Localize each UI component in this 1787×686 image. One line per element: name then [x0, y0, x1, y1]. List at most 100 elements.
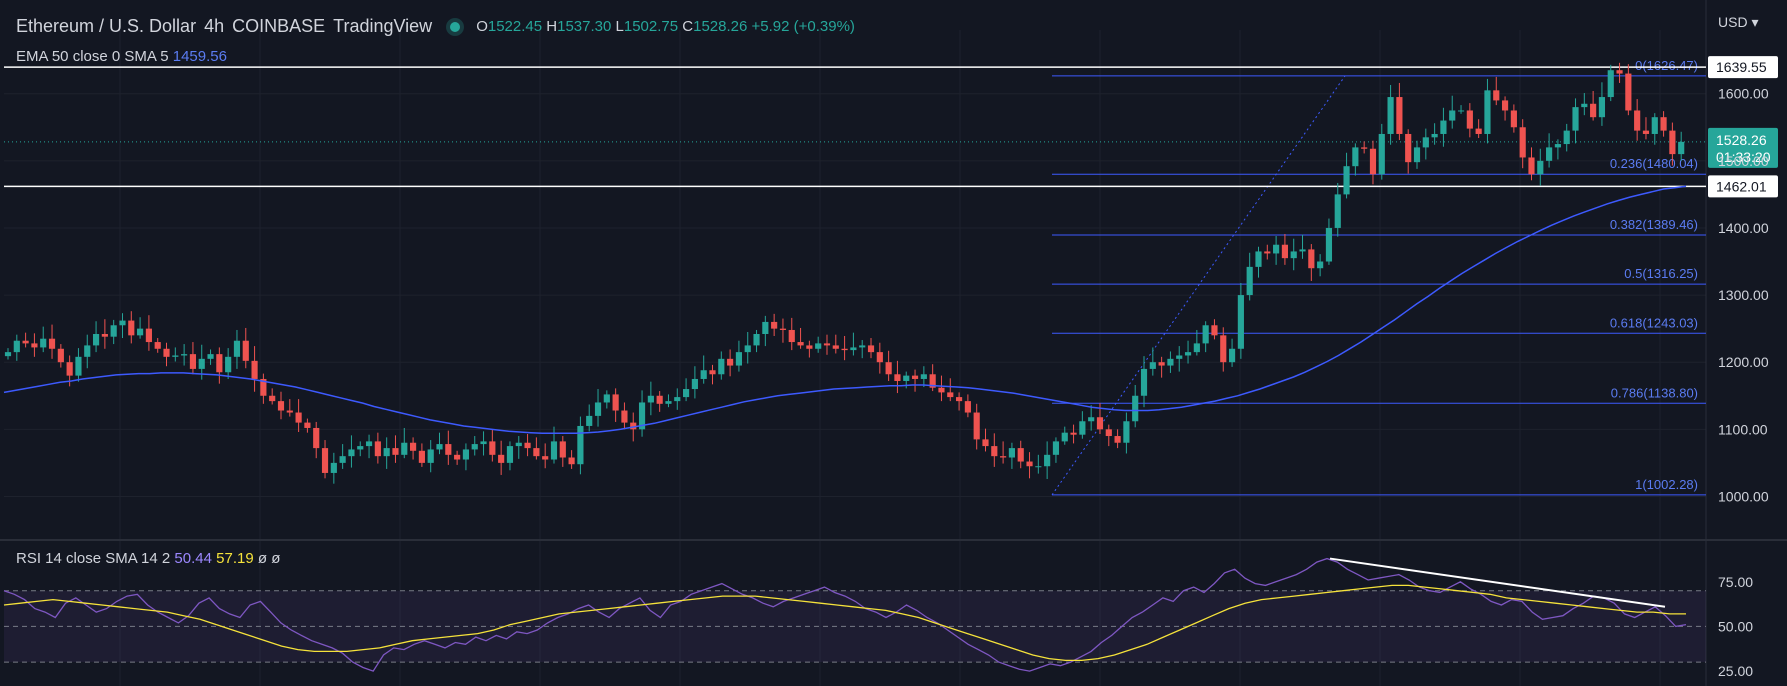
candle: [357, 446, 364, 450]
candle: [1000, 456, 1007, 458]
candle: [1334, 194, 1341, 228]
candle: [920, 374, 927, 379]
candle: [48, 338, 56, 349]
candle: [471, 444, 478, 450]
candle: [233, 340, 241, 357]
candle: [788, 329, 795, 343]
candle: [1352, 147, 1359, 167]
candle: [1044, 454, 1051, 467]
candle: [1299, 249, 1306, 252]
candle: [1651, 117, 1658, 134]
candle: [1255, 251, 1262, 267]
candle: [1167, 358, 1174, 366]
candle: [753, 334, 760, 346]
interval-label[interactable]: 4h: [204, 16, 225, 36]
candle: [674, 397, 681, 402]
candle: [410, 442, 417, 451]
symbol-name[interactable]: Ethereum / U.S. Dollar: [16, 16, 197, 36]
candle: [242, 340, 249, 361]
currency-selector[interactable]: USD ▾: [1718, 14, 1759, 30]
candle: [225, 356, 232, 373]
candle: [418, 450, 425, 463]
ema-legend[interactable]: EMA 50 close 0 SMA 5 1459.56: [16, 48, 227, 65]
candle: [779, 328, 787, 330]
candle: [1634, 110, 1641, 131]
price-tick-label: 1000.00: [1718, 488, 1769, 504]
candle: [1678, 141, 1685, 155]
candle: [392, 448, 399, 455]
candle: [841, 348, 848, 351]
candle: [1202, 325, 1209, 344]
candle: [1105, 429, 1112, 437]
candle: [101, 334, 108, 337]
market-status-icon[interactable]: [450, 21, 461, 32]
candle: [1598, 97, 1606, 118]
candle: [1140, 368, 1148, 396]
candle: [313, 427, 320, 449]
candle: [498, 454, 505, 463]
price-axis[interactable]: 1000.00 1100.00 1200.00 1300.00 1400.00 1500.…: [1718, 86, 1769, 505]
candle: [1413, 147, 1421, 163]
candle: [797, 342, 804, 346]
ohlc-values: O1522.45 H1537.30 L1502.75 C1528.26 +5.9…: [476, 18, 855, 35]
candle: [163, 348, 170, 357]
candle: [973, 412, 980, 440]
candle: [1378, 133, 1385, 175]
high-value: 1537.30: [557, 18, 612, 35]
candle: [119, 320, 126, 326]
candle: [1475, 128, 1482, 134]
candle: [269, 395, 276, 402]
rsi-axis[interactable]: 25.00 50.00 75.00: [1718, 574, 1753, 679]
chevron-down-icon: ▾: [1751, 14, 1759, 30]
candle: [1466, 110, 1473, 129]
candle: [1061, 432, 1068, 442]
candle: [304, 422, 311, 428]
candle: [1405, 133, 1412, 163]
candle: [198, 358, 205, 369]
candle: [1669, 130, 1676, 155]
rsi-panel: [3, 557, 1706, 672]
open-value: 1522.45: [487, 18, 543, 35]
candle: [621, 410, 628, 423]
candle: [128, 320, 135, 336]
candle: [568, 457, 575, 465]
candle: [771, 321, 778, 329]
candle: [22, 340, 29, 344]
candle: [823, 343, 831, 346]
candle: [1387, 97, 1394, 134]
candle: [542, 456, 549, 460]
candle: [515, 442, 522, 447]
candle: [955, 397, 963, 402]
candle: [260, 378, 267, 396]
candle: [374, 441, 381, 457]
fibonacci-retracement[interactable]: 0(1626.47) 0.236(1480.04) 0.382(1389.46) 0.…: [1051, 58, 1706, 496]
rsi-legend[interactable]: RSI 14 close SMA 14 2 50.44 57.19 ø ø: [16, 550, 280, 567]
candle: [321, 448, 329, 473]
candle: [885, 362, 892, 375]
rsi-line: [3, 557, 1687, 672]
change-value: +5.92 (+0.39%): [751, 18, 855, 35]
candle: [832, 345, 839, 349]
candle: [1123, 421, 1130, 443]
candle: [1607, 70, 1614, 98]
candle: [859, 345, 866, 348]
ema-line: [3, 185, 1687, 435]
candle: [815, 343, 822, 349]
candle: [1590, 103, 1597, 118]
candle: [1484, 90, 1491, 134]
candle: [154, 342, 161, 349]
candle: [586, 415, 593, 426]
candle: [401, 442, 408, 455]
candle: [665, 401, 672, 404]
candle: [348, 449, 355, 457]
candle: [13, 340, 20, 353]
candle: [1554, 144, 1561, 148]
candle: [806, 345, 813, 349]
candle: [295, 412, 302, 423]
candle: [365, 441, 373, 447]
exchange-label: COINBASE: [232, 16, 326, 36]
candle: [1132, 395, 1139, 422]
